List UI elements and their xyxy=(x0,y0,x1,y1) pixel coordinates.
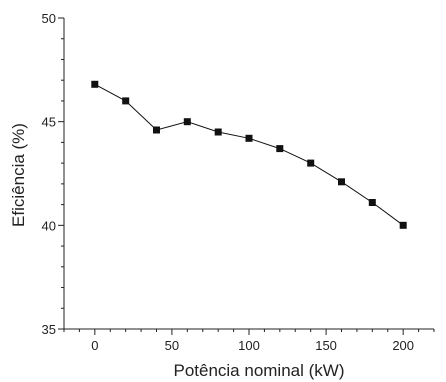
x-tick-label: 100 xyxy=(238,338,260,353)
data-point xyxy=(153,126,160,134)
y-tick-label: 35 xyxy=(42,322,56,337)
axes: 0 50 100 150 200 35 40 45 50 xyxy=(42,11,435,353)
y-tick-label: 45 xyxy=(42,115,56,130)
series-line xyxy=(94,83,404,226)
data-point xyxy=(276,145,284,153)
y-tick-label: 50 xyxy=(42,11,56,26)
data-point xyxy=(214,128,222,136)
x-tick-label: 200 xyxy=(392,338,414,353)
data-point xyxy=(368,199,376,206)
data-point xyxy=(399,221,407,229)
y-tick-label: 40 xyxy=(42,218,56,233)
series xyxy=(91,80,407,229)
x-axis-title: Potência nominal (kW) xyxy=(173,361,344,380)
x-tick-label: 0 xyxy=(91,338,98,353)
data-point xyxy=(122,97,130,105)
data-point xyxy=(338,178,345,186)
data-point xyxy=(307,159,315,167)
data-point xyxy=(245,134,253,142)
y-axis-title: Eficiência (%) xyxy=(9,123,28,227)
data-point xyxy=(91,80,99,88)
x-tick-label: 50 xyxy=(165,338,179,353)
data-point xyxy=(183,118,191,126)
x-tick-label: 150 xyxy=(315,338,337,353)
